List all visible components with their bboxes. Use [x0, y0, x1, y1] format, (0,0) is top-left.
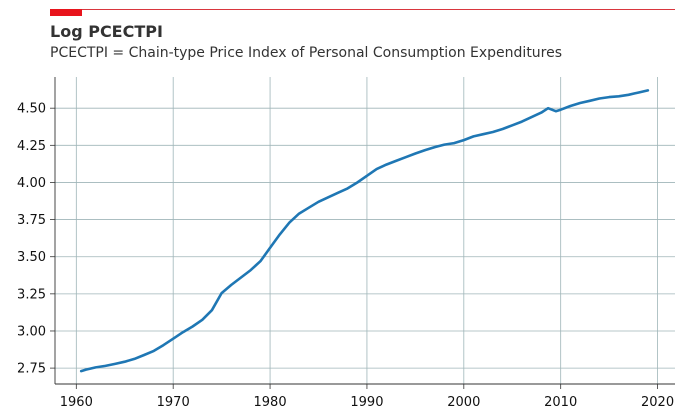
chart-title: Log PCECTPI: [50, 22, 163, 41]
x-tick-label: 2010: [544, 395, 577, 410]
title-accent-block: [50, 9, 82, 16]
y-tick-label: 4.50: [17, 102, 46, 117]
chart-subtitle: PCECTPI = Chain-type Price Index of Pers…: [50, 45, 563, 61]
x-tick-label: 1980: [254, 395, 287, 410]
x-tick-label: 1970: [157, 395, 190, 410]
y-tick-label: 3.25: [17, 287, 46, 302]
y-tick-label: 2.75: [17, 362, 46, 377]
axes: [50, 77, 675, 389]
y-tick-label: 3.50: [17, 250, 46, 265]
x-tick-label: 2000: [447, 395, 480, 410]
series-line: [79, 89, 650, 373]
x-tick-label: 1960: [60, 395, 93, 410]
title-accent-rule: [50, 9, 675, 10]
y-tick-label: 3.75: [17, 213, 46, 228]
y-tick-label: 4.25: [17, 139, 46, 154]
series-layer: [79, 89, 650, 373]
grid-lines: [55, 77, 675, 384]
x-tick-label: 2020: [641, 395, 674, 410]
tick-labels: 1960 1970 1980 1990 2000 2010 2020 2.75 3.00 3.25…: [17, 102, 674, 410]
x-tick-label: 1990: [350, 395, 383, 410]
y-tick-label: 4.00: [17, 176, 46, 191]
y-tick-label: 3.00: [17, 324, 46, 339]
